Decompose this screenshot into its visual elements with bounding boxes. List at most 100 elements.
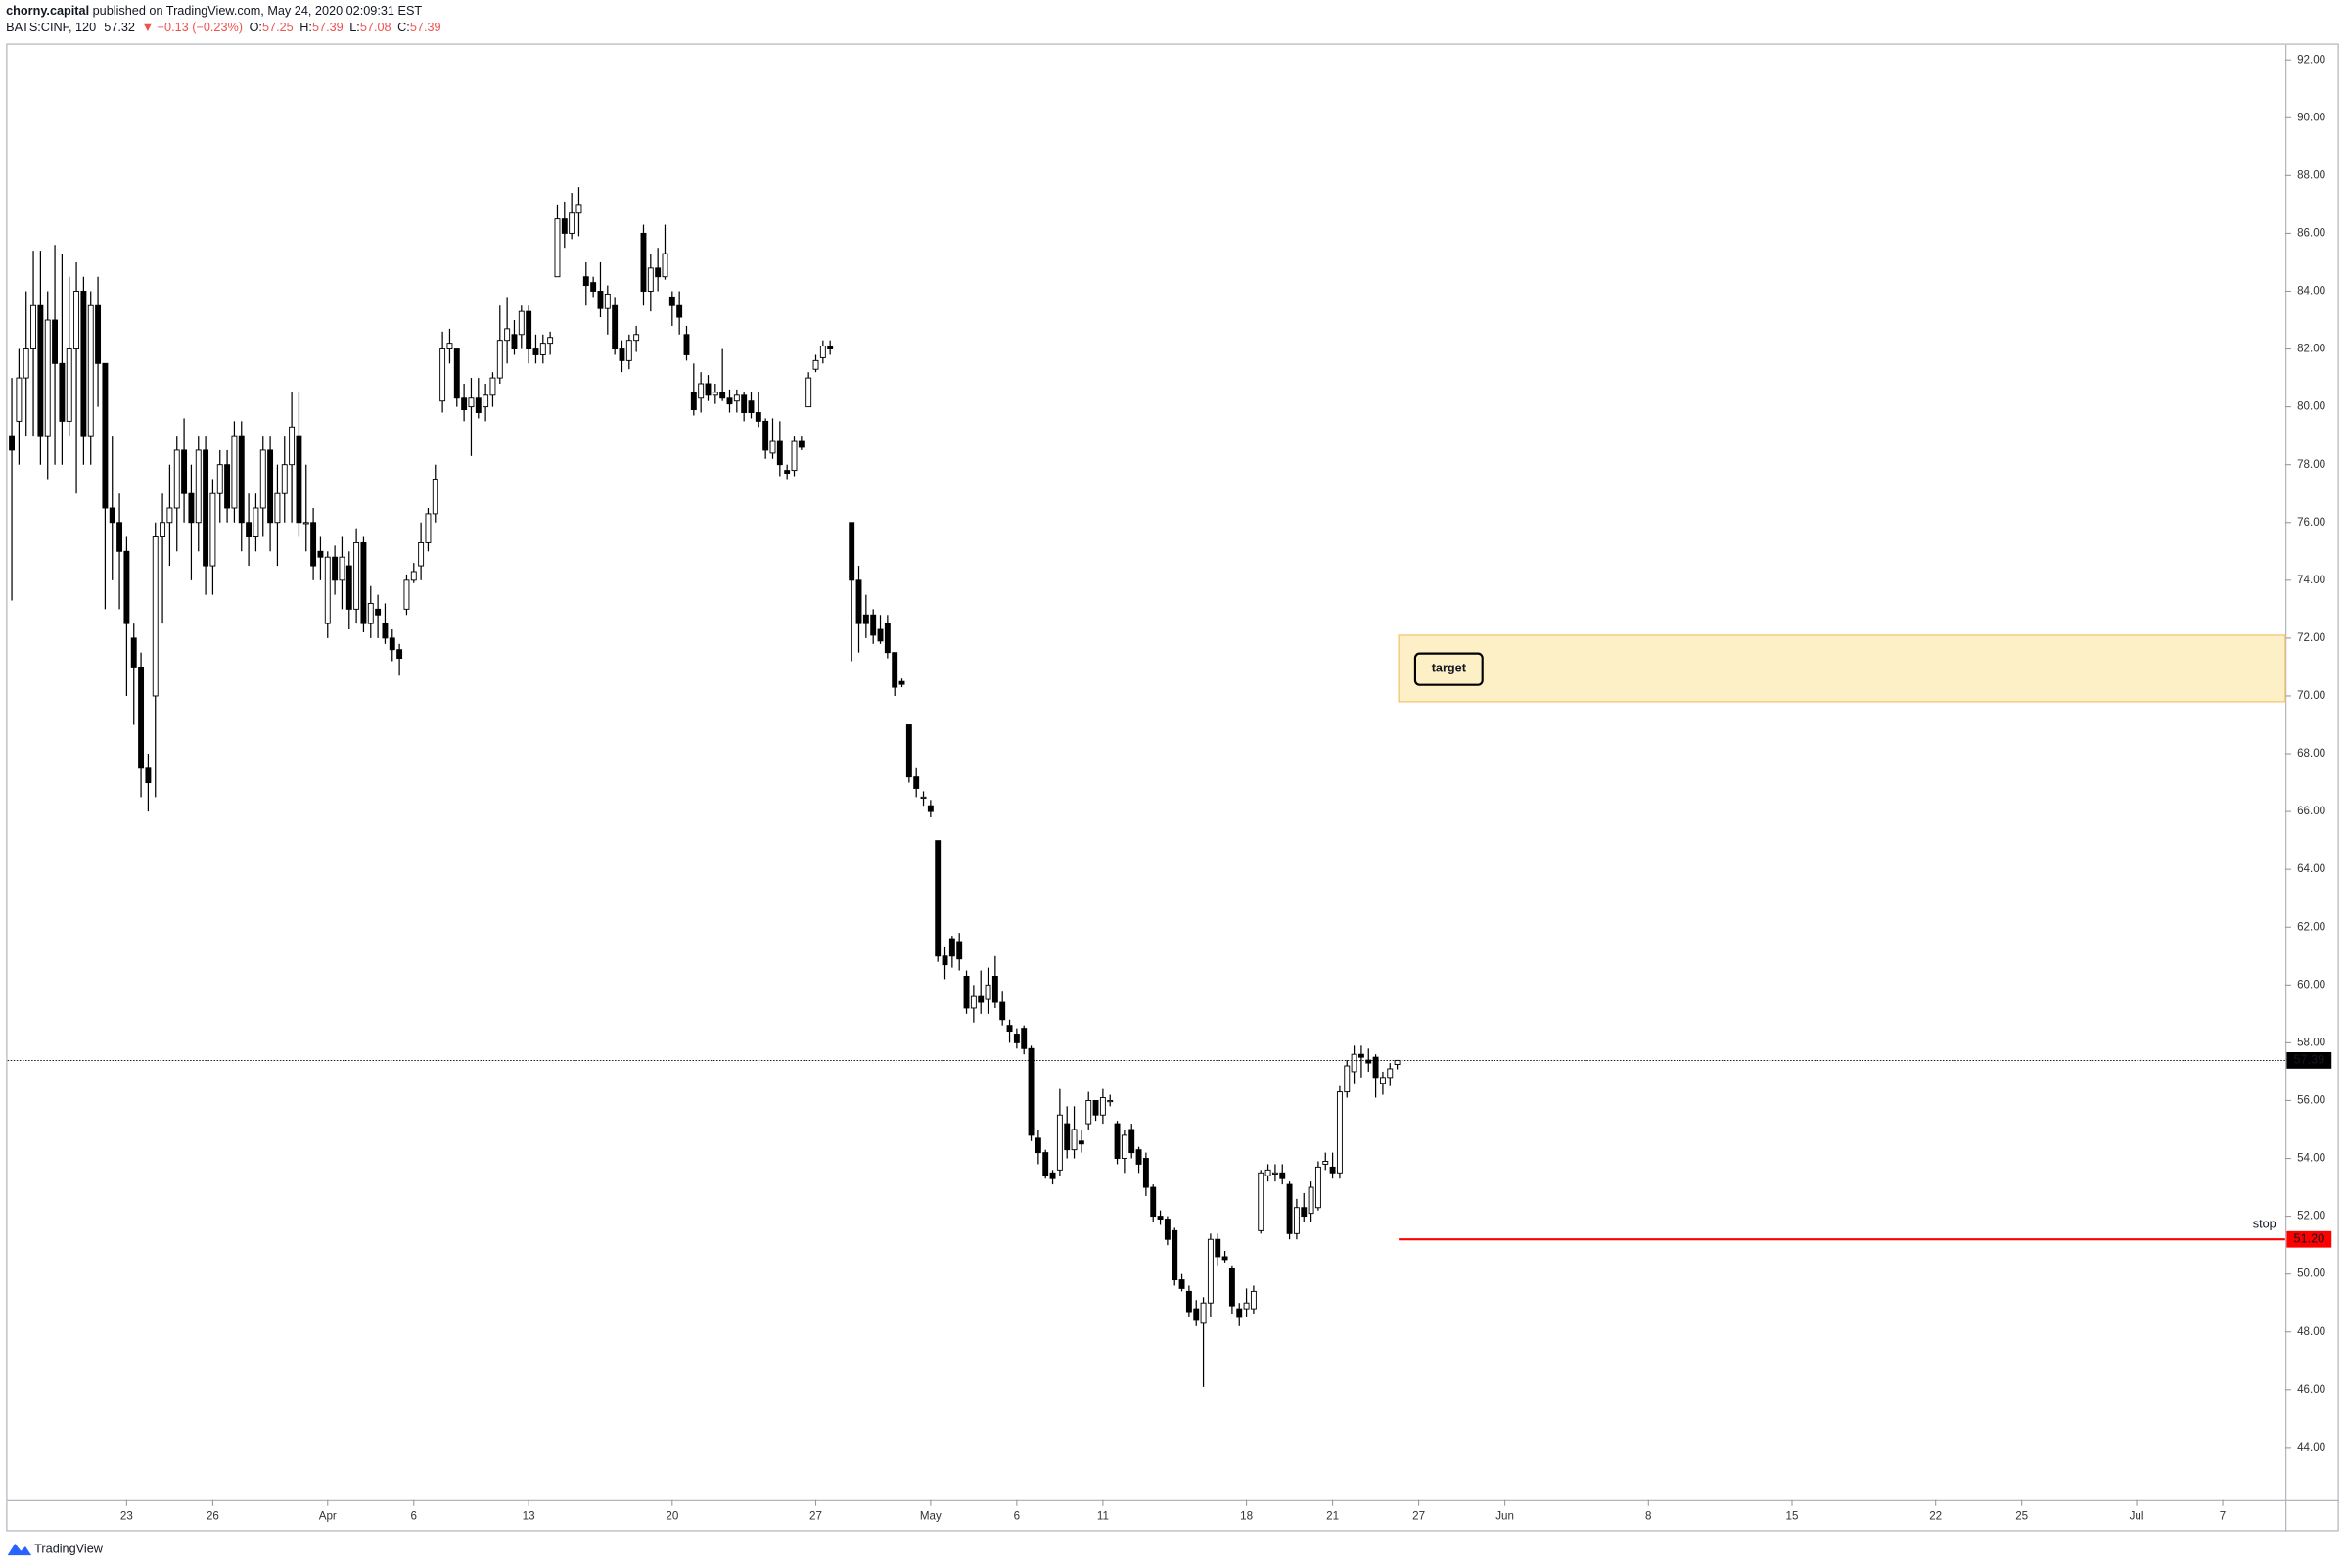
x-tick-label: 23 — [120, 1509, 133, 1522]
candle-body — [446, 343, 453, 350]
y-tick-label: 92.00 — [2297, 53, 2325, 66]
candle-body — [1301, 1207, 1308, 1218]
x-tick-label: Jul — [2130, 1509, 2144, 1522]
candle-body — [776, 440, 783, 466]
candle-body — [37, 304, 44, 437]
candle-body — [30, 304, 37, 350]
candle-body — [360, 541, 367, 624]
candle-body — [812, 359, 819, 370]
y-tick-label: 76.00 — [2297, 516, 2325, 529]
candle-body — [1078, 1140, 1084, 1145]
target-label: target — [1432, 661, 1467, 674]
candle-body — [1013, 1034, 1020, 1043]
candle-body — [1178, 1279, 1185, 1289]
candle-body — [1107, 1099, 1114, 1103]
c-value: 57.39 — [410, 21, 441, 34]
candle-body — [367, 602, 374, 624]
candle-body — [798, 440, 805, 448]
candle-body — [970, 995, 977, 1009]
candle-body — [188, 492, 195, 524]
candle-body — [44, 319, 51, 437]
candle-body — [145, 767, 152, 784]
candle-body — [296, 435, 302, 524]
candle-body — [475, 397, 482, 413]
candle-body — [511, 334, 518, 350]
y-tick-label: 68.00 — [2297, 747, 2325, 760]
candle-body — [784, 470, 791, 475]
candle-body — [604, 293, 611, 309]
candle-body — [23, 348, 29, 379]
candle-body — [1114, 1123, 1121, 1159]
y-tick-label: 48.00 — [2297, 1325, 2325, 1338]
candle-body — [209, 492, 216, 567]
target-label-box — [1413, 652, 1484, 686]
candle-body — [1308, 1186, 1314, 1215]
candle-body — [698, 383, 705, 399]
candle-body — [819, 346, 826, 358]
candle-body — [410, 571, 417, 581]
candle-body — [575, 204, 582, 214]
candle-body — [116, 522, 123, 552]
y-tick-label: 70.00 — [2297, 689, 2325, 702]
x-tick-label: Jun — [1495, 1509, 1514, 1522]
symbol-line: BATS:CINF, 120 57.32 ▼ −0.13 (−0.23%) O:… — [6, 21, 440, 34]
candle-body — [690, 392, 697, 411]
y-tick-label: 80.00 — [2297, 400, 2325, 413]
x-tick-label: Apr — [319, 1509, 337, 1522]
candle-body — [432, 478, 438, 515]
candle-body — [195, 449, 202, 524]
candle-body — [1314, 1166, 1321, 1209]
candle-body — [353, 541, 360, 610]
candle-body — [733, 394, 740, 402]
candle-body — [935, 840, 942, 957]
y-tick-label: 60.00 — [2297, 978, 2325, 991]
y-tick-label: 62.00 — [2297, 920, 2325, 933]
candle-body — [9, 435, 16, 451]
candle-body — [683, 334, 690, 355]
candle-body — [375, 608, 382, 616]
candle-body — [1228, 1268, 1235, 1307]
candle-body — [1035, 1137, 1041, 1154]
candle-body — [985, 984, 991, 1000]
candle-body — [676, 304, 683, 318]
candle-body — [905, 724, 912, 778]
candle-body — [956, 941, 963, 960]
candle-body — [403, 579, 410, 610]
candle-body — [1357, 1053, 1364, 1058]
h-value: 57.39 — [312, 21, 344, 34]
candle-body — [1164, 1219, 1171, 1240]
candle-body — [1150, 1186, 1157, 1218]
candle-body — [504, 328, 511, 342]
candle-body — [978, 995, 985, 1003]
o-value: 57.25 — [262, 21, 294, 34]
x-tick-label: 6 — [1014, 1509, 1020, 1522]
candle-body — [152, 536, 159, 697]
candle-body — [166, 507, 173, 524]
candle-body — [1215, 1238, 1221, 1258]
y-tick-label: 50.00 — [2297, 1268, 2325, 1280]
y-tick-label: 46.00 — [2297, 1383, 2325, 1396]
candle-body — [1344, 1065, 1351, 1093]
candle-body — [668, 296, 675, 306]
candle-body — [246, 522, 253, 537]
candle-body — [382, 623, 389, 639]
stop-text: stop — [2253, 1217, 2276, 1230]
candle-body — [898, 680, 905, 685]
candle-body — [870, 614, 877, 636]
candle-body — [87, 304, 94, 437]
x-tick-label: 27 — [1412, 1509, 1425, 1522]
candle-body — [849, 522, 855, 581]
header-line: chorny.capital published on TradingView.… — [6, 5, 422, 19]
candle-body — [289, 426, 296, 466]
candle-body — [1322, 1161, 1329, 1165]
candle-body — [1258, 1172, 1264, 1231]
y-tick-label: 90.00 — [2297, 111, 2325, 123]
candle-body — [439, 348, 446, 402]
x-tick-label: 6 — [411, 1509, 417, 1522]
candle-body — [1372, 1056, 1379, 1079]
candle-body — [66, 348, 72, 422]
candle-body — [1293, 1207, 1300, 1234]
candle-body — [920, 796, 927, 800]
l-label: L: — [349, 21, 360, 34]
candle-body — [547, 337, 554, 345]
